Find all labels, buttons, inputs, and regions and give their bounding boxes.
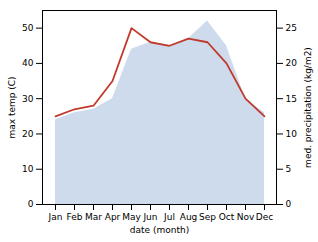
svg-text:Jan: Jan bbox=[48, 212, 63, 222]
svg-text:25: 25 bbox=[286, 23, 297, 33]
svg-text:Apr: Apr bbox=[105, 212, 121, 222]
svg-text:Aug: Aug bbox=[180, 212, 198, 222]
svg-text:Nov: Nov bbox=[237, 212, 255, 222]
svg-text:10: 10 bbox=[286, 129, 298, 139]
svg-text:May: May bbox=[122, 212, 141, 222]
svg-text:30: 30 bbox=[22, 94, 34, 104]
svg-text:med. precipitation (kg/m2): med. precipitation (kg/m2) bbox=[303, 47, 313, 168]
svg-text:date (month): date (month) bbox=[130, 225, 189, 235]
svg-text:Mar: Mar bbox=[85, 212, 102, 222]
svg-text:Jun: Jun bbox=[142, 212, 157, 222]
svg-text:Feb: Feb bbox=[67, 212, 83, 222]
svg-text:Oct: Oct bbox=[219, 212, 235, 222]
svg-text:40: 40 bbox=[22, 58, 34, 68]
svg-text:15: 15 bbox=[286, 94, 297, 104]
svg-text:20: 20 bbox=[286, 58, 298, 68]
svg-text:0: 0 bbox=[286, 199, 292, 209]
svg-text:10: 10 bbox=[22, 164, 34, 174]
svg-text:Dec: Dec bbox=[256, 212, 273, 222]
svg-text:Jul: Jul bbox=[163, 212, 175, 222]
svg-text:5: 5 bbox=[286, 164, 292, 174]
svg-text:50: 50 bbox=[22, 23, 34, 33]
svg-text:max temp (C): max temp (C) bbox=[7, 76, 17, 138]
svg-text:0: 0 bbox=[28, 199, 34, 209]
svg-text:20: 20 bbox=[22, 129, 34, 139]
svg-text:Sep: Sep bbox=[199, 212, 216, 222]
